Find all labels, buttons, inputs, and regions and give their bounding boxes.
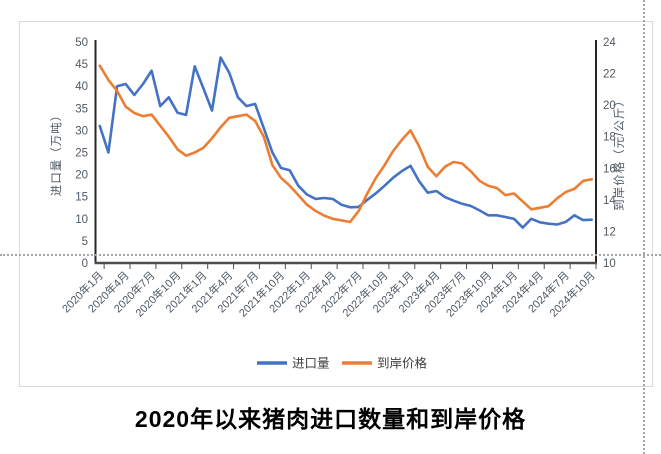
price-line-series: [98, 64, 594, 224]
left-axis-title: 进口量（万吨）: [50, 109, 63, 197]
left-axis-tick-label: 20: [75, 170, 88, 182]
left-axis-tick-label: 25: [75, 148, 88, 160]
left-axis-tick-label: 45: [75, 59, 88, 71]
chart-plot: 5045403530252015105024222018161412102020…: [50, 37, 626, 371]
left-axis-tick-label: 40: [75, 81, 88, 93]
right-axis-tick-label: 20: [603, 100, 616, 112]
left-axis-tick-label: 35: [75, 103, 88, 115]
left-axis-tick-label: 10: [75, 214, 88, 226]
right-axis-tick-label: 14: [603, 195, 616, 207]
right-axis-tick-label: 22: [603, 69, 616, 81]
right-axis-tick-label: 12: [603, 226, 616, 238]
pork-import-chart[interactable]: 50 45 40 35 30 25 20 15 10 5 0 24 22 20 18 16 14 12 10 2020…: [19, 21, 653, 387]
legend-price-label[interactable]: 到岸价格: [377, 356, 428, 371]
left-axis-tick-label: 15: [75, 192, 88, 204]
right-axis-tick-label: 16: [603, 163, 616, 175]
left-axis-tick-label: 30: [75, 125, 88, 137]
left-axis-tick-label: 5: [82, 236, 88, 248]
right-axis-tick-label: 24: [603, 37, 616, 49]
imports-line-series: [98, 56, 594, 229]
page-break-line-horizontal: [0, 254, 661, 256]
legend-imports-label[interactable]: 进口量: [292, 357, 330, 371]
left-axis-tick-label: 50: [75, 37, 88, 49]
left-axis-tick-label: 0: [82, 258, 88, 270]
chart-title: 2020年以来猪肉进口数量和到岸价格: [134, 406, 527, 432]
page-break-line-vertical: [643, 0, 645, 454]
right-axis-title: 到岸价格（元/公斤）: [612, 94, 626, 211]
right-axis-tick-label: 10: [603, 258, 616, 270]
right-axis-tick-label: 18: [603, 132, 616, 144]
